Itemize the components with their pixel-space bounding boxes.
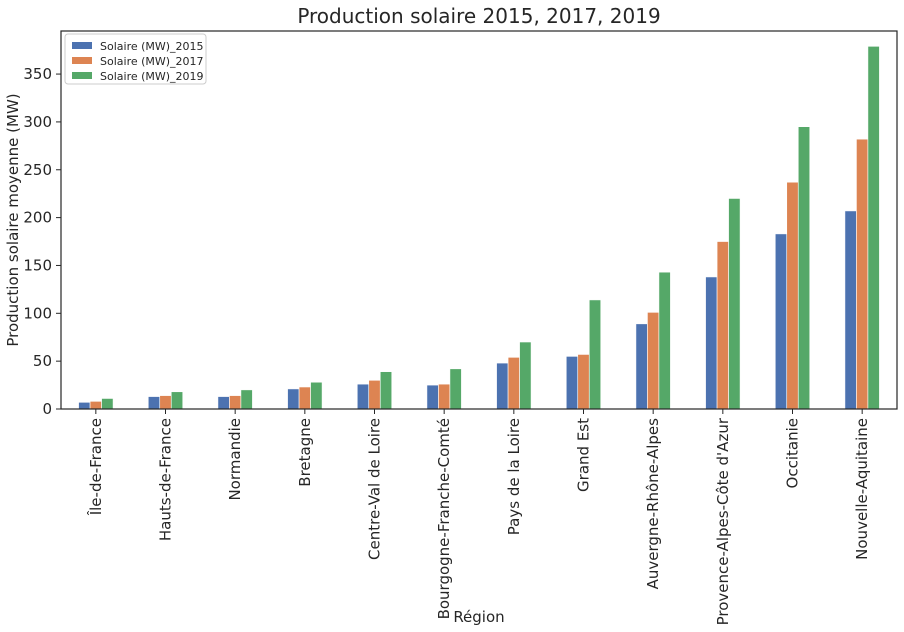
x-tick-label: Île-de-France (86, 418, 105, 516)
y-axis-title: Production solaire moyenne (MW) (4, 93, 22, 346)
bar (159, 395, 172, 410)
x-tick-label: Bretagne (296, 418, 314, 487)
x-tick-label: Pays de la Loire (505, 418, 523, 535)
legend: Solaire (MW)_2015 Solaire (MW)_2017 Solair… (64, 33, 207, 85)
x-tick-label: Nouvelle-Aquitaine (853, 418, 871, 560)
bar (635, 323, 648, 410)
legend-swatch (72, 72, 92, 79)
x-tick-label: Hauts-de-France (157, 418, 175, 541)
x-tick-label: Occitanie (784, 418, 802, 488)
bar (287, 388, 300, 410)
y-tick-label: 50 (33, 352, 52, 370)
bar (577, 354, 590, 410)
bar (298, 386, 311, 410)
x-tick-label: Auvergne-Rhône-Alpes (644, 418, 662, 590)
y-tick-label: 350 (23, 65, 52, 83)
x-tick-label: Centre-Val de Loire (366, 418, 384, 560)
x-axis-title: Région (453, 608, 504, 626)
bar (496, 362, 509, 410)
bar (379, 371, 393, 410)
legend-label: Solaire (MW)_2019 (100, 70, 204, 83)
legend-box (64, 33, 207, 85)
bar (240, 389, 253, 410)
bar (147, 396, 161, 410)
plot-frame (60, 30, 898, 410)
bar (647, 312, 660, 410)
y-tick-label: 0 (42, 400, 52, 418)
x-tick-label: Provence-Alpes-Côte d'Azur (714, 417, 732, 625)
legend-swatch (72, 42, 92, 49)
bar (229, 395, 242, 410)
bar (588, 299, 602, 410)
bar (217, 396, 230, 410)
y-tick-label: 250 (23, 161, 52, 179)
bar (78, 401, 91, 410)
bar (507, 357, 520, 410)
bar (705, 276, 718, 410)
ticks-layer: 0 50 100 150 200 250 300 350 Île-de-France Hauts-… (23, 65, 871, 625)
bar (565, 356, 579, 410)
y-tick-label: 100 (23, 304, 52, 322)
chart-title: Production solaire 2015, 2017, 2019 (297, 4, 660, 28)
bar (438, 383, 451, 410)
legend-label: Solaire (MW)_2015 (100, 40, 204, 53)
bar (786, 181, 799, 410)
bar (449, 368, 462, 410)
bar (426, 384, 439, 410)
y-tick-label: 200 (23, 209, 52, 227)
bar (170, 391, 184, 410)
bar (356, 383, 370, 410)
legend-label: Solaire (MW)_2017 (100, 55, 204, 68)
bar (658, 271, 671, 410)
y-tick-label: 150 (23, 256, 52, 274)
bar (310, 381, 323, 410)
bar (368, 379, 381, 410)
bar (797, 126, 811, 410)
bar (101, 398, 114, 410)
bar (519, 341, 532, 410)
bar (867, 46, 880, 410)
y-tick-label: 300 (23, 113, 52, 131)
bars-layer (78, 46, 880, 410)
bar (728, 198, 741, 410)
legend-swatch (72, 57, 92, 64)
bar (856, 138, 869, 410)
bar (89, 401, 102, 410)
x-tick-label: Grand Est (575, 418, 593, 492)
x-tick-label: Normandie (226, 418, 244, 501)
x-tick-label: Bourgogne-Franche-Comté (435, 418, 453, 619)
bar (716, 241, 729, 410)
bar (774, 233, 788, 410)
bar (844, 210, 857, 410)
